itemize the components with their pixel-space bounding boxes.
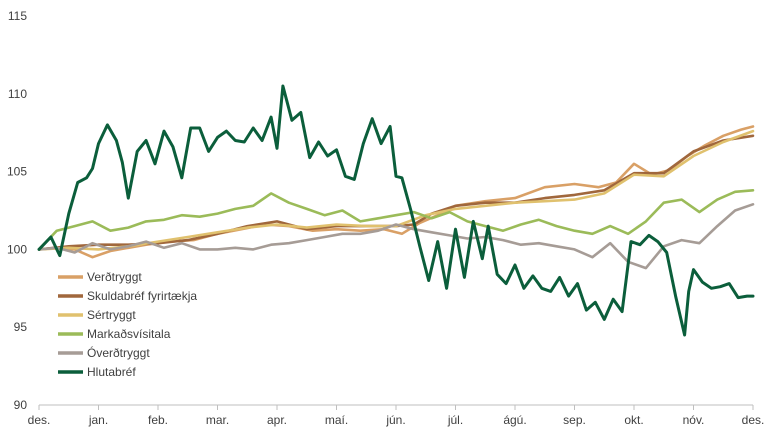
x-tick-label: apr. bbox=[267, 413, 287, 427]
axes: 90 95 100 105 110 115 des. jan. feb. mar. apr. maí.… bbox=[7, 9, 764, 427]
x-tick-label: sep. bbox=[563, 413, 586, 427]
x-tick-label: feb. bbox=[148, 413, 168, 427]
legend-label: Skuldabréf fyrirtækja bbox=[87, 289, 197, 303]
series-line-4 bbox=[37, 189, 755, 251]
legend-label: Óverðtryggt bbox=[87, 345, 150, 360]
x-tick-label: des. bbox=[28, 413, 51, 427]
y-tick-label: 90 bbox=[14, 398, 28, 412]
x-tick-label: júl. bbox=[447, 413, 463, 427]
series-lines bbox=[37, 84, 755, 337]
series-line-6 bbox=[37, 84, 755, 337]
legend: Verðtryggt Skuldabréf fyrirtækja Sértryggt… bbox=[58, 270, 197, 379]
x-tick-label: maí. bbox=[325, 413, 348, 427]
x-tick-label: okt. bbox=[624, 413, 643, 427]
series-line-3 bbox=[37, 129, 755, 251]
y-tick-label: 95 bbox=[14, 320, 28, 334]
legend-label: Hlutabréf bbox=[87, 365, 136, 379]
y-tick-label: 100 bbox=[7, 242, 27, 256]
series-line-2 bbox=[37, 134, 755, 251]
x-tick-label: ágú. bbox=[503, 413, 526, 427]
x-tick-label: jan. bbox=[88, 413, 108, 427]
x-tick-label: jún. bbox=[385, 413, 405, 427]
y-tick-label: 115 bbox=[8, 9, 27, 23]
series-line-5 bbox=[37, 203, 755, 270]
legend-label: Sértryggt bbox=[87, 308, 136, 322]
legend-label: Markaðsvísitala bbox=[87, 327, 171, 341]
legend-label: Verðtryggt bbox=[87, 270, 142, 284]
x-tick-label: des. bbox=[742, 413, 765, 427]
x-tick-label: nóv. bbox=[683, 413, 705, 427]
x-tick-label: mar. bbox=[206, 413, 229, 427]
y-tick-label: 105 bbox=[7, 165, 27, 179]
y-tick-label: 110 bbox=[8, 87, 27, 101]
